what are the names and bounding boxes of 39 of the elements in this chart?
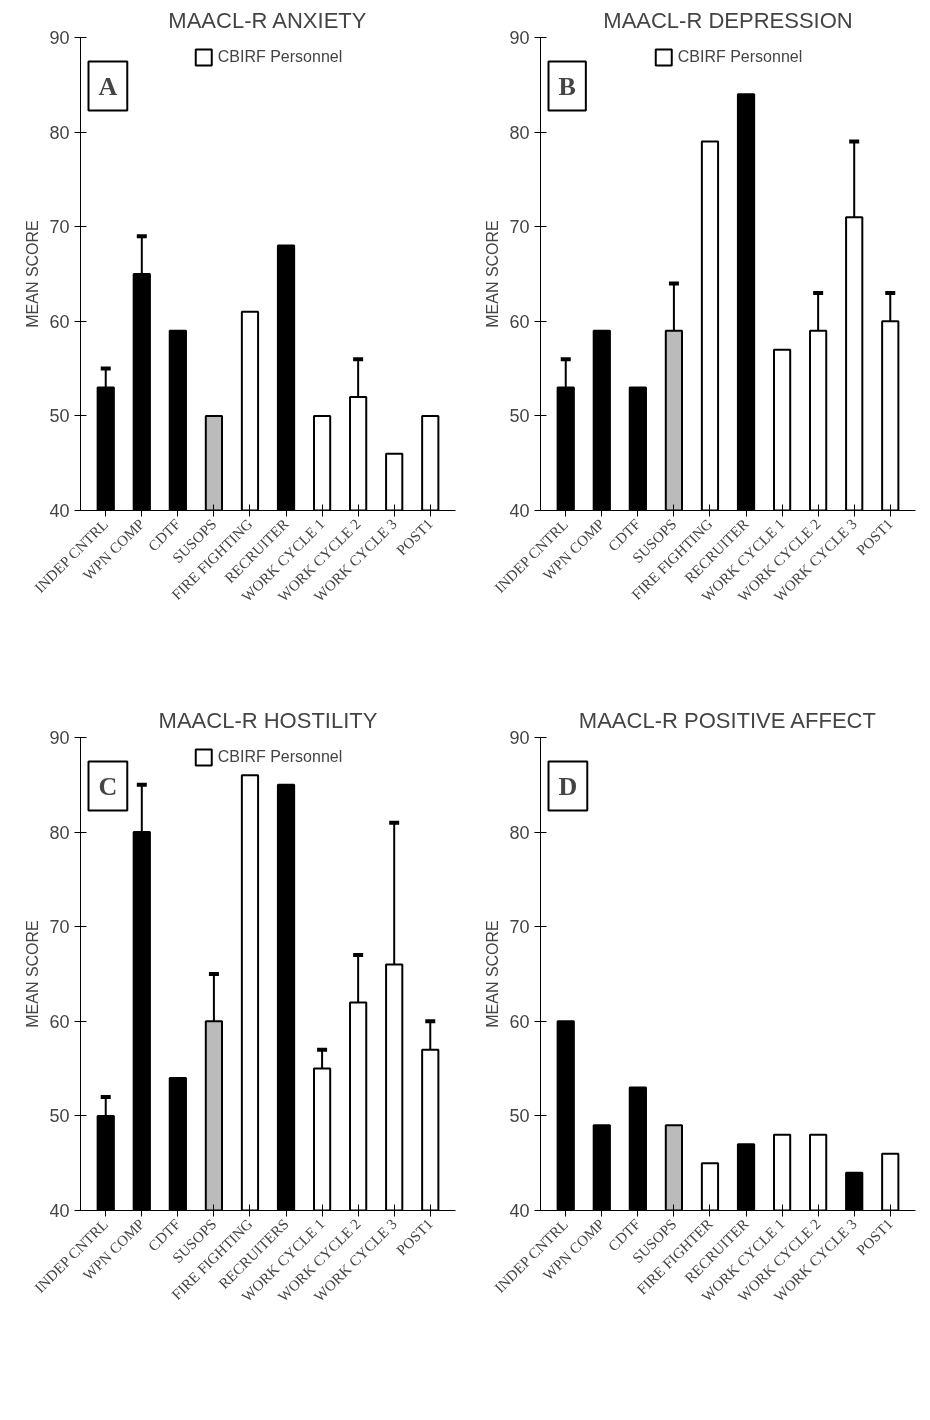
y-tick-label: 80: [509, 822, 530, 843]
legend-label: CBIRF Personnel: [217, 48, 343, 66]
y-tick-label: 90: [49, 728, 70, 748]
annotation: C: [98, 771, 118, 801]
y-tick-label: 70: [49, 217, 70, 238]
y-tick-label: 60: [509, 311, 530, 332]
y-tick-label: 70: [49, 917, 70, 938]
y-axis-title: MEAN SCORE: [24, 920, 42, 1028]
y-axis-title: MEAN SCORE: [484, 920, 502, 1028]
annotation: D: [558, 771, 578, 801]
annotation: A: [98, 71, 118, 101]
y-tick-label: 40: [509, 501, 530, 521]
legend-label: CBIRF Personnel: [217, 748, 343, 766]
chart-title: MAACL-R ANXIETY: [168, 7, 367, 33]
y-tick-label: 60: [49, 1011, 70, 1032]
y-tick-label: 70: [509, 917, 530, 938]
chart-title: MAACL-R POSITIVE AFFECT: [578, 707, 876, 733]
y-tick-label: 50: [509, 1106, 530, 1127]
y-tick-label: 50: [49, 1106, 70, 1127]
y-tick-label: 80: [49, 122, 70, 143]
y-tick-label: 60: [49, 311, 70, 332]
y-tick-label: 90: [49, 28, 70, 48]
y-tick-label: 90: [509, 728, 530, 748]
y-tick-label: 40: [49, 501, 70, 521]
legend-label: CBIRF Personnel: [677, 48, 803, 66]
y-tick-label: 40: [49, 1201, 70, 1221]
y-tick-label: 50: [49, 406, 70, 427]
chart-title: MAACL-R HOSTILITY: [158, 707, 378, 733]
y-tick-label: 80: [509, 122, 530, 143]
annotation: B: [558, 71, 576, 101]
chart-title: MAACL-R DEPRESSION: [603, 7, 853, 33]
y-tick-label: 60: [509, 1011, 530, 1032]
y-tick-label: 70: [509, 217, 530, 238]
y-axis-title: MEAN SCORE: [484, 220, 502, 328]
y-axis-title: MEAN SCORE: [24, 220, 42, 328]
y-tick-label: 40: [509, 1201, 530, 1221]
y-tick-label: 50: [509, 406, 530, 427]
y-tick-label: 90: [509, 28, 530, 48]
y-tick-label: 80: [49, 822, 70, 843]
